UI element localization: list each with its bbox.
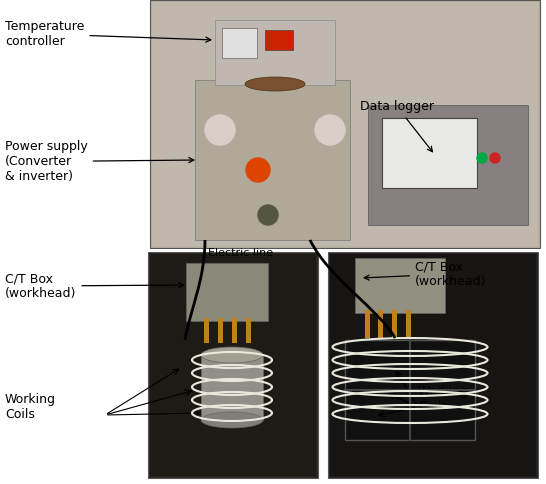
Text: Working
Coils: Working Coils <box>418 385 469 413</box>
Ellipse shape <box>201 347 263 363</box>
Bar <box>355 258 445 313</box>
Text: Electric line: Electric line <box>208 248 273 258</box>
Bar <box>406 310 411 338</box>
Bar <box>232 318 237 343</box>
Circle shape <box>246 158 270 182</box>
Bar <box>382 118 477 188</box>
Bar <box>150 0 540 248</box>
Text: C/T Box
(workhead): C/T Box (workhead) <box>5 272 184 300</box>
Bar <box>201 355 263 420</box>
Ellipse shape <box>245 77 305 91</box>
Text: Power supply
(Converter
& inverter): Power supply (Converter & inverter) <box>5 140 194 183</box>
Bar <box>365 310 370 338</box>
Bar <box>152 2 538 246</box>
Bar <box>148 252 318 478</box>
Bar <box>328 252 538 478</box>
Bar <box>215 20 335 85</box>
Bar <box>345 340 475 440</box>
Ellipse shape <box>201 412 263 428</box>
Bar <box>246 318 251 343</box>
Bar <box>204 318 209 343</box>
Bar <box>265 30 293 50</box>
Text: Data logger: Data logger <box>360 100 434 151</box>
Circle shape <box>205 115 235 145</box>
Text: C/T Box
(workhead): C/T Box (workhead) <box>364 260 486 288</box>
Bar <box>195 80 350 240</box>
Text: Working
Coils: Working Coils <box>5 393 56 421</box>
Bar <box>186 263 268 321</box>
Text: Temperature
controller: Temperature controller <box>5 20 211 48</box>
Bar <box>150 254 316 476</box>
Circle shape <box>258 205 278 225</box>
Bar <box>222 28 257 58</box>
Bar <box>368 105 528 225</box>
Bar <box>218 318 223 343</box>
Bar <box>378 310 383 338</box>
Circle shape <box>315 115 345 145</box>
Circle shape <box>477 153 487 163</box>
Bar <box>392 310 397 338</box>
Bar <box>330 254 536 476</box>
Circle shape <box>490 153 500 163</box>
